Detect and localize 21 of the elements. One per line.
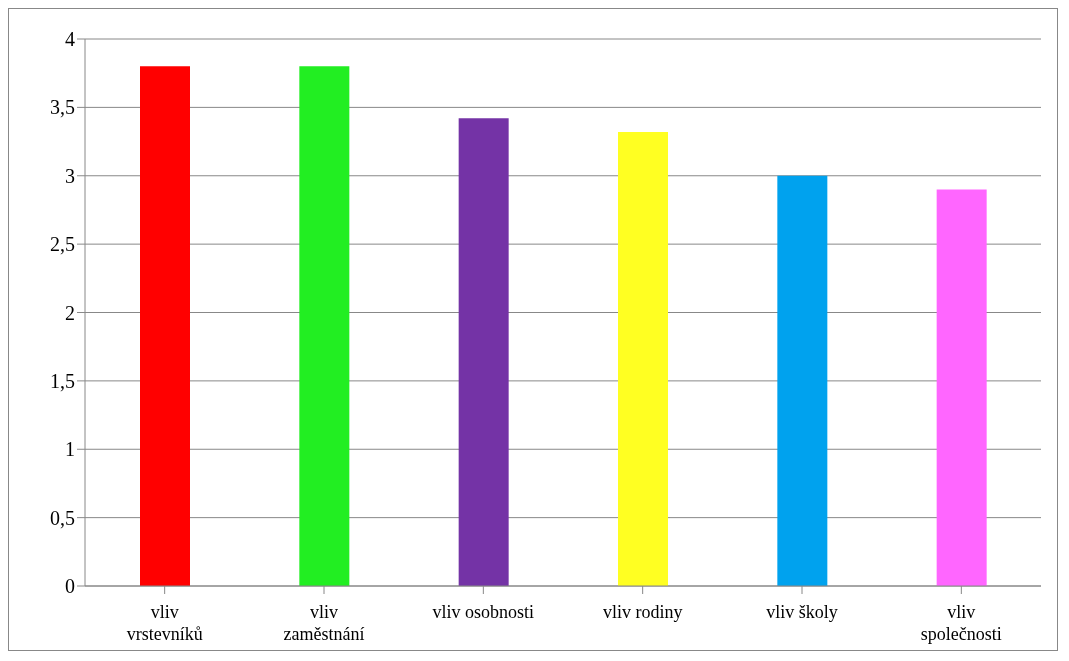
x-tick-label: vliv zaměstnání — [283, 602, 365, 644]
x-tick-label: vliv rodiny — [602, 602, 683, 622]
y-tick-label: 0,5 — [50, 506, 75, 529]
y-tick-label: 1,5 — [50, 369, 75, 392]
bar — [777, 175, 828, 586]
y-tick-label: 1 — [65, 438, 75, 461]
y-tick-label: 0 — [65, 575, 75, 598]
bar — [299, 66, 350, 586]
bar — [936, 189, 987, 586]
x-tick-label: vliv vrstevníků — [126, 602, 203, 644]
bar — [140, 66, 190, 586]
y-tick-label: 3,5 — [50, 96, 75, 119]
x-tick-label: vliv společnosti — [920, 602, 1002, 644]
x-tick-label: vliv školy — [766, 602, 838, 622]
y-tick-label: 2,5 — [50, 233, 75, 256]
y-tick-label: 4 — [65, 28, 75, 51]
y-tick-label: 2 — [65, 301, 75, 324]
y-tick-label: 3 — [65, 164, 75, 187]
x-tick-label: vliv osobnosti — [432, 602, 535, 622]
bar — [618, 131, 668, 586]
bar — [458, 118, 509, 586]
